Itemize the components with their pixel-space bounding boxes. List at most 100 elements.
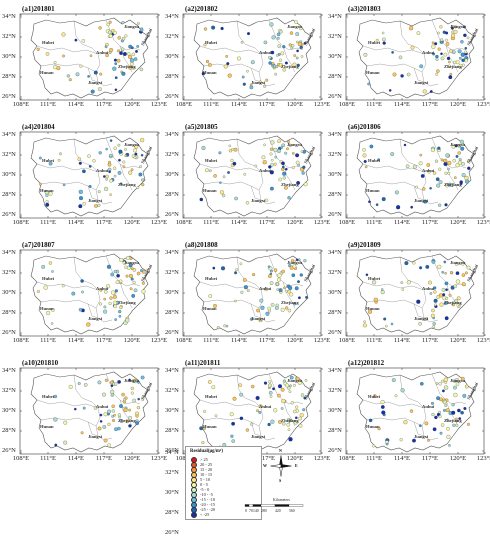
residual-site-dot [445, 31, 449, 35]
residual-site-dot [443, 52, 448, 57]
province-label-zhejiang: Zhejiang [118, 64, 136, 69]
residual-site-dot [203, 43, 207, 47]
residual-site-dot [403, 143, 407, 147]
legend-label: 5 - 10 [200, 477, 211, 482]
residual-site-dot [117, 143, 121, 147]
residual-site-dot [258, 80, 262, 84]
residual-site-dot [127, 52, 131, 56]
region-outline [30, 135, 149, 217]
residual-site-dot [108, 301, 112, 306]
residual-site-dot [278, 63, 284, 68]
province-border [95, 407, 101, 437]
lon-label: 114°E [67, 337, 85, 344]
residual-site-dot [406, 72, 411, 77]
residual-site-dot [105, 147, 108, 151]
legend-label: < -25 [200, 512, 210, 517]
residual-site-dot [297, 42, 302, 47]
residual-site-dot [119, 305, 123, 310]
residual-site-dot [231, 439, 235, 443]
lon-label: 114°E [230, 101, 248, 108]
residual-site-dot [77, 157, 82, 161]
legend-box: Residual(μg/m³) > 25 20 - 25 15 - 20 10 - 15… [185, 446, 262, 520]
province-border [40, 63, 97, 73]
residual-site-dot [368, 200, 371, 204]
residual-site-dot [303, 182, 308, 187]
residual-site-dot [394, 190, 399, 195]
lat-label: 30°N [328, 407, 342, 414]
residual-site-dot [117, 413, 121, 417]
residual-site-dot [426, 163, 431, 167]
region-outline [356, 135, 475, 217]
residual-site-dot [362, 153, 367, 158]
residual-site-dot [268, 380, 272, 384]
residual-site-dot [400, 388, 405, 393]
province-border [413, 303, 439, 323]
residual-site-dot [129, 257, 133, 260]
residual-site-dot [103, 175, 106, 178]
residual-site-dot [435, 57, 439, 61]
residual-site-dot [275, 282, 279, 286]
residual-site-dot [201, 145, 206, 151]
residual-site-dot [68, 78, 72, 82]
province-label-hubei: Hubei [205, 158, 217, 163]
map-panel: (a9)201809 Hubei Anhui Jiangsu Zhejiang Hunan… [328, 238, 490, 348]
residual-site-dot [375, 38, 379, 42]
lon-label: 114°E [393, 455, 411, 462]
legend-label: 15 - 20 [200, 467, 213, 472]
lon-label: 111°E [40, 101, 56, 108]
residual-site-dot [80, 431, 84, 435]
residual-site-dot [114, 289, 118, 293]
province-border [36, 399, 99, 409]
residual-site-dot [418, 161, 423, 166]
residual-site-dot [227, 73, 232, 78]
province-border [362, 281, 425, 291]
residual-site-dot [441, 288, 446, 292]
residual-site-dot [451, 145, 456, 149]
lon-label: 108°E [12, 101, 30, 108]
lat-label: 28°N [328, 73, 342, 80]
residual-site-dot [412, 164, 417, 169]
province-border [95, 53, 101, 83]
residual-site-dot [97, 203, 101, 207]
residual-site-dot [87, 75, 90, 78]
province-label-hunan: Hunan [366, 424, 380, 429]
lon-label: 120°E [123, 455, 141, 462]
residual-site-dot [372, 444, 376, 448]
province-border [399, 138, 425, 173]
residual-site-dot [418, 424, 422, 428]
province-border [73, 138, 99, 173]
region-outline [193, 17, 312, 99]
scale-segment [252, 504, 262, 507]
province-border [421, 53, 427, 83]
residual-site-dot [141, 183, 145, 187]
residual-site-dot [286, 422, 291, 427]
residual-site-dot [447, 64, 451, 68]
residual-site-dot [293, 259, 296, 263]
lon-label: 120°E [286, 455, 304, 462]
lat-label: 28°N [328, 427, 342, 434]
residual-site-dot [104, 45, 108, 49]
province-border [119, 281, 133, 309]
province-label-hunan: Hunan [40, 70, 54, 75]
map-frame [19, 249, 159, 337]
scale-segment [288, 504, 304, 507]
residual-site-dot [289, 375, 294, 380]
residual-site-dot [46, 310, 51, 316]
province-border [258, 407, 264, 437]
lon-label: 123°E [476, 101, 490, 108]
residual-site-dot [119, 182, 123, 185]
residual-site-dot [404, 261, 409, 266]
residual-site-dot [295, 32, 300, 37]
residual-site-dot [439, 25, 443, 29]
lat-label: 32°N [2, 387, 16, 394]
residual-site-dot [464, 58, 468, 63]
province-border [362, 45, 425, 55]
residual-site-dot [455, 279, 461, 284]
residual-site-dot [451, 403, 455, 407]
lon-label: 123°E [476, 337, 490, 344]
lat-label: 28°N [2, 309, 16, 316]
residual-site-dot [254, 164, 258, 168]
lon-label: 123°E [150, 101, 168, 108]
map-svg [19, 13, 160, 101]
province-border [431, 19, 453, 51]
